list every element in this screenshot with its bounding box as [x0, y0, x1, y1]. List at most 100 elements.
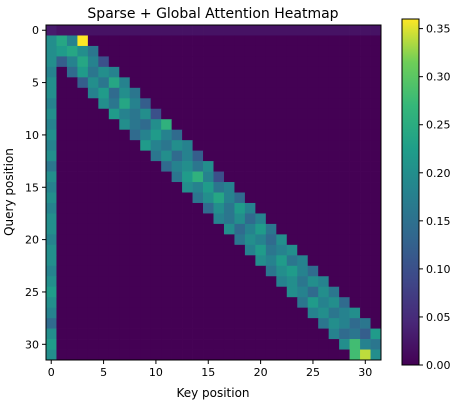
heatmap-cell: [339, 150, 350, 162]
heatmap-cell: [182, 223, 193, 235]
heatmap-cell: [108, 276, 120, 288]
heatmap-cell: [307, 286, 319, 298]
heatmap-cell: [98, 108, 110, 120]
heatmap-cell: [140, 150, 152, 162]
heatmap-cell: [297, 161, 309, 172]
heatmap-cell: [360, 328, 371, 340]
heatmap-cell: [265, 349, 277, 361]
heatmap-cell: [161, 244, 172, 256]
heatmap-cell: [265, 56, 277, 68]
heatmap-cell: [265, 119, 277, 131]
heatmap-cell: [46, 119, 57, 131]
heatmap-cell: [87, 318, 99, 329]
heatmap-cell: [46, 297, 57, 309]
heatmap-cell: [98, 171, 110, 183]
heatmap-cell: [360, 66, 371, 78]
heatmap-cell: [360, 223, 371, 235]
heatmap-cell: [108, 150, 120, 162]
heatmap-cell: [234, 265, 246, 277]
heatmap-cell: [223, 307, 235, 319]
heatmap-cell: [244, 87, 256, 99]
heatmap-cell: [265, 129, 277, 141]
heatmap-cell: [171, 171, 183, 183]
heatmap-cell: [119, 56, 131, 68]
heatmap-cell: [129, 276, 141, 288]
heatmap-cell: [108, 140, 120, 151]
heatmap-cell: [370, 66, 382, 78]
heatmap-cell: [234, 150, 246, 162]
heatmap-cell: [370, 140, 382, 151]
heatmap-cell: [182, 56, 193, 68]
heatmap-cell: [203, 35, 214, 47]
heatmap-cell: [66, 182, 78, 193]
heatmap-cell: [161, 119, 172, 131]
heatmap-cell: [244, 66, 256, 78]
heatmap-cell: [46, 45, 57, 57]
colorbar-tick-label: 0.15: [426, 215, 451, 228]
heatmap-cell: [318, 223, 330, 235]
heatmap-cell: [276, 45, 288, 57]
x-tick-label: 30: [358, 366, 372, 379]
heatmap-cell: [339, 108, 350, 120]
heatmap-cell: [171, 234, 183, 246]
heatmap-cell: [98, 87, 110, 99]
heatmap-cell: [77, 182, 89, 193]
heatmap-cell: [370, 45, 382, 57]
heatmap-cell: [244, 349, 256, 361]
heatmap-cell: [318, 150, 330, 162]
heatmap-cell: [129, 286, 141, 298]
heatmap-cell: [255, 349, 267, 361]
heatmap-cell: [56, 140, 68, 151]
heatmap-cell: [276, 150, 288, 162]
heatmap-cell: [370, 244, 382, 256]
heatmap-cell: [203, 45, 214, 57]
heatmap-cell: [244, 318, 256, 329]
heatmap-cell: [98, 66, 110, 78]
heatmap-cell: [307, 150, 319, 162]
heatmap-cell: [223, 129, 235, 141]
heatmap-cell: [182, 25, 193, 36]
heatmap-cell: [234, 87, 246, 99]
heatmap-cell: [328, 108, 340, 120]
heatmap-cell: [182, 307, 193, 319]
heatmap-cell: [203, 25, 214, 36]
heatmap-cell: [150, 286, 162, 298]
heatmap-cell: [339, 161, 350, 172]
heatmap-cell: [349, 349, 361, 361]
heatmap-cell: [77, 129, 89, 141]
heatmap-cell: [286, 192, 298, 204]
heatmap-cell: [223, 318, 235, 329]
heatmap-cell: [150, 339, 162, 350]
heatmap-cell: [161, 140, 172, 151]
heatmap-cell: [297, 119, 309, 131]
heatmap-cell: [244, 119, 256, 131]
heatmap-cell: [77, 213, 89, 225]
heatmap-cell: [129, 119, 141, 131]
heatmap-cell: [161, 77, 172, 89]
heatmap-cell: [77, 297, 89, 309]
heatmap-cell: [307, 35, 319, 47]
heatmap-cell: [276, 202, 288, 214]
colorbar-tick-label: 0.10: [426, 263, 451, 276]
heatmap-cell: [276, 87, 288, 99]
heatmap-cell: [129, 234, 141, 246]
heatmap-cell: [56, 286, 68, 298]
heatmap-cell: [119, 108, 131, 120]
heatmap-cell: [161, 202, 172, 214]
heatmap-cell: [234, 339, 246, 350]
heatmap-cell: [77, 328, 89, 340]
heatmap-cell: [223, 265, 235, 277]
heatmap-cell: [108, 182, 120, 193]
heatmap-cell: [46, 234, 57, 246]
heatmap-cell: [98, 77, 110, 89]
heatmap-cell: [318, 276, 330, 288]
heatmap-cell: [192, 35, 204, 47]
heatmap-cell: [297, 328, 309, 340]
heatmap-cell: [360, 234, 371, 246]
heatmap-cell: [119, 66, 131, 78]
heatmap-cell: [318, 77, 330, 89]
heatmap-cell: [171, 339, 183, 350]
heatmap-cell: [370, 150, 382, 162]
heatmap-cell: [87, 119, 99, 131]
heatmap-cell: [66, 213, 78, 225]
